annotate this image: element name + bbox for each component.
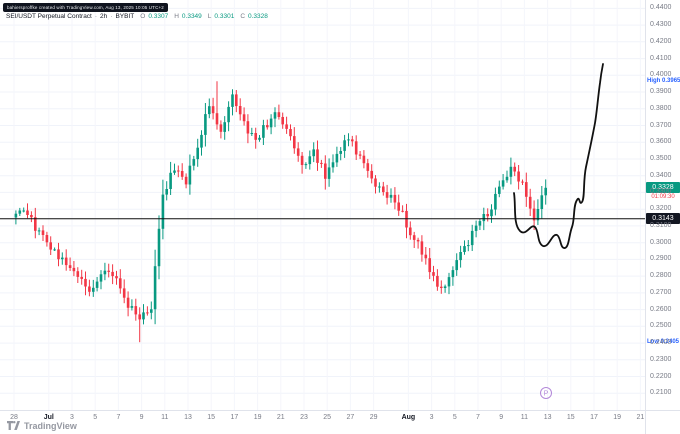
price-axis-label: 0.4100: [650, 54, 672, 62]
legend-separator: ·: [110, 13, 113, 20]
time-axis-label: 21: [276, 414, 285, 421]
time-axis-label: 9: [139, 414, 144, 421]
low-value: 0.3301: [214, 13, 235, 20]
close-key: C: [240, 13, 246, 20]
open-value: 0.3307: [148, 13, 169, 20]
time-axis-label: 13: [184, 414, 192, 421]
time-axis-label: 3: [429, 414, 434, 421]
time-axis-label: 11: [520, 414, 529, 421]
price-axis-label: 0.3800: [650, 104, 672, 112]
price-axis-label: 0.2200: [650, 372, 672, 380]
price-axis-label: 0.3400: [650, 171, 672, 179]
price-axis-label: 0.3500: [650, 155, 672, 162]
legend-separator: ·: [94, 13, 98, 20]
price-axis-label: 0.3600: [650, 138, 672, 146]
price-axis-label: 0.2400: [650, 339, 672, 347]
price-axis-label: 0.4200: [650, 37, 672, 45]
time-axis-month-label: Aug: [401, 414, 416, 421]
high-word: High: [647, 78, 661, 85]
time-axis-label: 7: [476, 414, 480, 421]
low-key: L: [207, 13, 212, 20]
open-key: O: [140, 13, 146, 20]
exchange-label[interactable]: BYBIT: [115, 13, 135, 20]
price-axis-label: 0.2500: [650, 322, 672, 330]
time-axis-label: 23: [300, 414, 308, 421]
last-price-badge: 0.3328: [646, 182, 680, 194]
high-price-label: High 0.3965: [647, 77, 680, 85]
price-axis-label: 0.4000: [650, 71, 672, 79]
time-axis-label: 3: [70, 414, 74, 421]
price-axis-label: 0.2300: [650, 355, 672, 363]
time-axis-label: 7: [116, 414, 121, 421]
time-axis-label: 15: [207, 414, 216, 421]
price-axis-label: 0.3300: [650, 188, 672, 196]
time-axis-label: 15: [566, 414, 575, 421]
time-axis-label: 17: [230, 414, 239, 421]
symbol-title[interactable]: SEI/USDT Perpetual Contract: [6, 13, 92, 20]
interval-label[interactable]: 2h: [100, 13, 108, 20]
bar-countdown: 01:09:30: [651, 193, 675, 200]
attribution-badge: bahiersproffke created with TradingView.…: [3, 3, 168, 12]
time-axis-label: 11: [161, 414, 169, 421]
tradingview-logo[interactable]: TradingView: [6, 420, 77, 431]
time-axis[interactable]: 28 Jul 3 5 7 9 11 13 15 17 19 21 23 25 27 29 Aug 3 5 7 9 11 13…: [0, 410, 645, 434]
chart-plot-area[interactable]: P: [0, 0, 645, 410]
price-axis-label: 0.3200: [650, 205, 672, 213]
price-axis-label: 0.2100: [650, 389, 672, 397]
time-axis-label: 19: [613, 414, 622, 421]
time-axis-label: 25: [323, 414, 332, 421]
low-price-label: Low 0.2405: [647, 338, 679, 346]
time-axis-label: 5: [452, 414, 457, 421]
price-axis-label: 0.4400: [650, 4, 672, 12]
time-axis-label: 5: [93, 414, 98, 421]
svg-text:P: P: [544, 391, 549, 398]
price-axis-label: 0.3000: [650, 238, 672, 246]
hline-price-label: 0.3143: [646, 213, 680, 225]
time-axis-label: 29: [369, 414, 378, 421]
tradingview-logo-text: TradingView: [24, 420, 77, 431]
price-axis-label: 0.4300: [650, 21, 672, 29]
price-axis-label: 0.2800: [650, 272, 672, 280]
price-axis-label: 0.2600: [650, 305, 672, 313]
low-word: Low: [647, 339, 659, 346]
high-key: H: [174, 13, 179, 20]
time-axis-label: 28: [10, 414, 18, 421]
price-axis-label: 0.2900: [650, 255, 672, 263]
time-axis-label: 9: [499, 414, 504, 421]
price-axis[interactable]: High 0.3965 0.3328 01:09:30 0.3143 Low 0…: [645, 0, 680, 410]
price-axis-label: 0.3900: [650, 88, 672, 95]
candlestick-chart[interactable]: P: [0, 0, 645, 410]
low-price-value: 0.2405: [660, 339, 680, 346]
tradingview-logo-icon: [7, 421, 20, 430]
time-axis-label: 19: [253, 414, 262, 421]
time-axis-label: 13: [543, 414, 552, 421]
time-axis-label: 21: [636, 414, 645, 421]
price-axis-label: 0.2700: [650, 288, 672, 296]
high-price-value: 0.3965: [662, 78, 680, 85]
time-axis-label: 27: [346, 414, 355, 421]
chart-legend[interactable]: SEI/USDT Perpetual Contract · 2h · BYBIT…: [6, 13, 268, 21]
price-axis-label: 0.3700: [650, 121, 672, 129]
price-axis-label: 0.3100: [650, 221, 672, 229]
time-axis-month-label: Jul: [43, 414, 54, 421]
axis-corner: [645, 410, 680, 434]
time-axis-label: 17: [590, 414, 598, 421]
close-value: 0.3328: [248, 13, 268, 20]
high-value: 0.3349: [181, 13, 202, 20]
